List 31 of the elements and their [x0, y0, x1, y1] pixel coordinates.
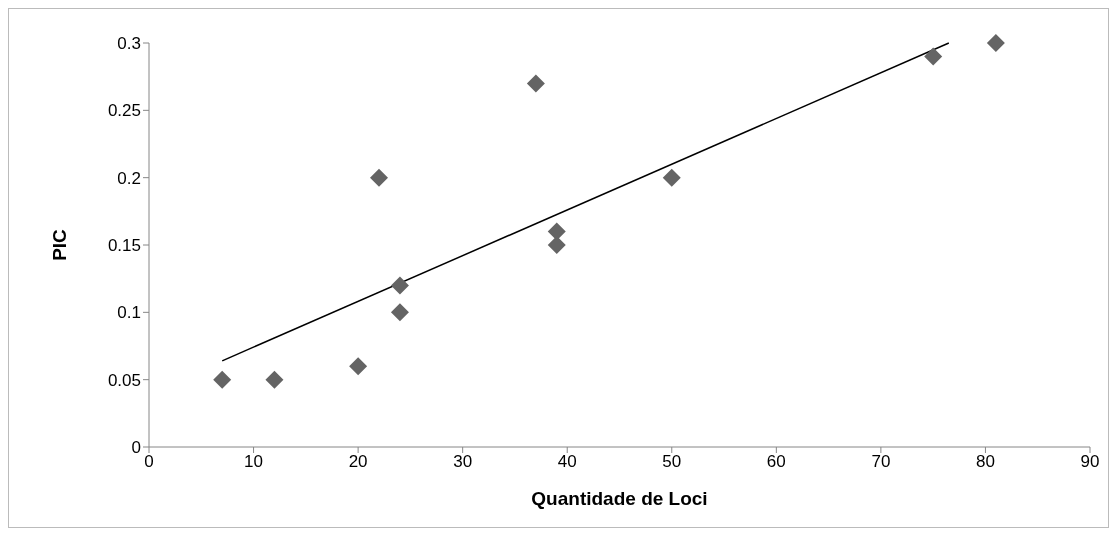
point — [986, 34, 1005, 52]
x-tick-label: 50 — [662, 452, 682, 472]
y-tick-label: 0 — [131, 438, 141, 458]
x-tick-label: 60 — [766, 452, 786, 472]
y-axis-title: PIC — [48, 228, 70, 261]
y-tick-label: 0.25 — [107, 101, 141, 121]
y-tick-label: 0.3 — [117, 34, 141, 54]
point — [349, 357, 368, 376]
point — [547, 236, 566, 254]
point — [924, 47, 943, 66]
x-tick-label: 20 — [348, 452, 368, 472]
y-tick-label: 0.1 — [117, 303, 141, 323]
point — [662, 168, 681, 187]
x-tick-label: 0 — [144, 452, 154, 472]
x-tick-label: 80 — [975, 452, 995, 472]
y-tick-label: 0.05 — [107, 370, 141, 390]
point — [390, 303, 409, 322]
x-tick-label: 10 — [244, 452, 264, 472]
point — [547, 222, 566, 241]
y-tick-label: 0.15 — [107, 236, 141, 256]
y-tick-label: 0.2 — [117, 168, 141, 188]
point — [390, 276, 409, 295]
point — [213, 370, 232, 389]
point — [265, 370, 284, 389]
x-tick-label: 30 — [453, 452, 473, 472]
x-tick-label: 90 — [1080, 452, 1100, 472]
point — [370, 168, 389, 187]
point — [526, 74, 545, 93]
x-axis-title: Quantidade de Loci — [531, 488, 708, 509]
x-tick-label: 70 — [871, 452, 891, 472]
x-tick-label: 40 — [557, 452, 577, 472]
